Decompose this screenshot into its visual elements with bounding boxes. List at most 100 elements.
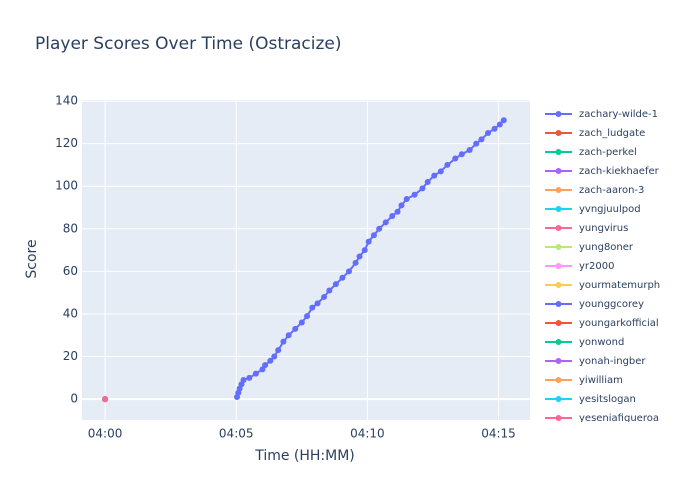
legend-label: zach-aaron-3 [579, 185, 644, 196]
legend-marker [555, 149, 562, 155]
legend-label: yourmatemurph [579, 280, 660, 291]
marker [271, 353, 278, 360]
y-tick-label: 60 [63, 264, 78, 278]
x-tick-label: 04:00 [88, 427, 123, 441]
legend-marker [555, 339, 562, 345]
y-tick-label: 40 [63, 306, 78, 320]
marker [102, 396, 109, 403]
marker [419, 185, 426, 192]
legend-marker [555, 301, 562, 307]
legend-label: zach-kiekhaefer [579, 166, 660, 177]
legend-label: zach-perkel [579, 147, 637, 158]
y-tick-label: 80 [63, 221, 78, 235]
marker [500, 117, 507, 124]
legend-marker [555, 206, 562, 212]
legend-label: yiwilliam [579, 375, 623, 386]
plot-area [82, 100, 530, 420]
marker [332, 281, 339, 288]
plot [102, 117, 507, 403]
legend-marker [555, 415, 562, 421]
marker [473, 140, 480, 147]
marker [389, 213, 396, 220]
marker [304, 313, 311, 320]
marker [485, 130, 492, 137]
legend-label: youngarkofficial [579, 318, 659, 329]
legend-label: yonah-ingber [579, 356, 646, 367]
marker [346, 268, 353, 275]
legend-label: yeseniafigueroa [579, 413, 659, 424]
marker [246, 374, 253, 381]
marker [326, 287, 333, 294]
marker [376, 225, 383, 232]
marker [240, 376, 247, 383]
y-tick-label: 20 [63, 349, 78, 363]
marker [411, 191, 418, 198]
marker [267, 357, 274, 364]
marker [352, 259, 359, 266]
legend-marker [555, 320, 562, 326]
marker [491, 125, 498, 132]
legend-marker [555, 111, 562, 117]
marker [437, 168, 444, 175]
legend-marker [555, 187, 562, 193]
marker [298, 319, 305, 326]
legend-label: yvngjuulpod [579, 204, 641, 215]
legend-label: yonwond [579, 337, 624, 348]
marker [339, 274, 346, 281]
marker [398, 202, 405, 209]
legend-marker [555, 225, 562, 231]
legend-marker [555, 358, 562, 364]
legend-marker [555, 377, 562, 383]
marker [309, 304, 316, 311]
marker [252, 370, 259, 377]
legend-marker [555, 396, 562, 402]
marker [275, 347, 282, 354]
legend-label: zachary-wilde-1 [579, 109, 658, 120]
marker [382, 219, 389, 226]
marker [458, 151, 465, 158]
grid [82, 100, 530, 420]
marker [321, 293, 328, 300]
legend-marker [555, 282, 562, 288]
legend-label: yesitslogan [579, 394, 636, 405]
marker [496, 121, 503, 128]
y-axis-title: Score [24, 239, 40, 278]
marker [285, 332, 292, 339]
marker [403, 196, 410, 203]
legend: zachary-wilde-1 zach_ludgate zach-perkel za… [545, 109, 660, 424]
y-tick-label: 140 [55, 94, 78, 108]
legend-marker [555, 130, 562, 136]
legend-marker [555, 244, 562, 250]
legend-label: younggcorey [579, 299, 644, 310]
marker [280, 338, 287, 345]
chart-title: Player Scores Over Time (Ostracize) [35, 34, 342, 54]
x-axis-title: Time (HH:MM) [254, 448, 355, 464]
y-tick-label: 100 [55, 179, 78, 193]
marker [292, 325, 299, 332]
legend-label: yr2000 [579, 261, 614, 272]
marker [356, 253, 363, 260]
marker [262, 362, 269, 369]
y-tick-label: 120 [55, 136, 78, 150]
legend-marker [555, 168, 562, 174]
marker [370, 232, 377, 239]
marker [361, 247, 368, 254]
legend-label: yungvirus [579, 223, 628, 234]
y-tick-label: 0 [70, 392, 78, 406]
marker [424, 178, 431, 185]
x-tick-label: 04:10 [350, 427, 385, 441]
legend-marker [555, 263, 562, 269]
marker [478, 136, 485, 143]
marker [394, 208, 401, 215]
marker [431, 172, 438, 179]
x-tick-label: 04:15 [481, 427, 516, 441]
marker [365, 238, 372, 245]
legend-label: yung8oner [579, 242, 634, 253]
marker [466, 147, 473, 154]
marker [444, 161, 451, 168]
marker [452, 155, 459, 162]
x-tick-label: 04:05 [219, 427, 254, 441]
legend-label: zach_ludgate [579, 128, 645, 139]
